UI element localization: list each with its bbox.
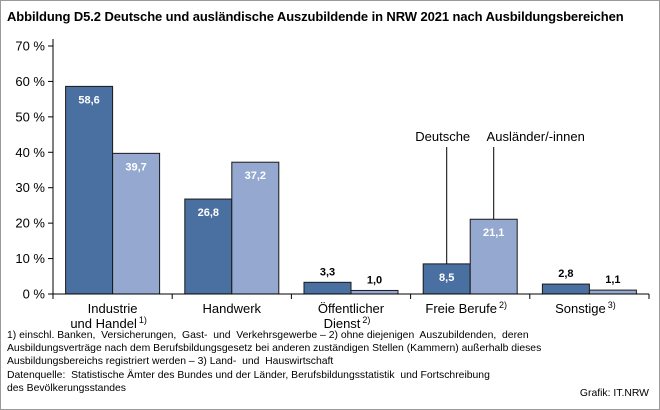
footnotes: 1) einschl. Banken, Versicherungen, Gast…	[7, 329, 567, 395]
bar-auslaender	[350, 289, 399, 295]
y-tick-label: 20 %	[15, 216, 45, 231]
footnote-line: Ausbildungsbereichs registriert werden –…	[7, 356, 334, 368]
footnote-line: 1) einschl. Banken, Versicherungen, Gast…	[7, 330, 529, 341]
bar-auslaender	[588, 289, 637, 295]
category-label: Industrie	[88, 301, 138, 316]
category-label: Handwerk	[203, 301, 262, 316]
y-tick-label: 10 %	[15, 251, 45, 266]
category-label: Dienst 2)	[324, 315, 371, 331]
data-label: 8,5	[439, 272, 454, 284]
graphic-credit: Grafik: IT.NRW	[579, 388, 649, 399]
legend-label-auslaender: Ausländer/-innen	[487, 129, 585, 144]
y-tick-label: 0 %	[23, 287, 46, 302]
footnote-line: Ausbildungsverträge nach dem Berufsbildu…	[7, 343, 542, 355]
category-label: Freie Berufe 2)	[425, 300, 507, 316]
bar-chart: 0 % 10 % 20 % 30 % 40 % 50 % 60 % 70 % 58,6 39,7 2…	[15, 39, 650, 331]
data-label: 58,6	[78, 94, 99, 106]
data-label: 37,2	[245, 170, 266, 182]
data-label: 1,1	[605, 274, 620, 286]
footnote-line: des Bevölkerungsstandes	[7, 382, 126, 394]
category-label: Öffentlicher	[318, 301, 385, 316]
y-tick-label: 60 %	[15, 74, 45, 89]
legend-label-deutsche: Deutsche	[415, 129, 470, 144]
bar-deutsche	[541, 283, 590, 295]
y-tick-label: 50 %	[15, 109, 45, 124]
data-label: 26,8	[198, 207, 219, 219]
category-label: und Handel 1)	[70, 315, 147, 331]
data-label: 21,1	[483, 227, 504, 239]
data-label: 3,3	[320, 266, 335, 278]
data-label: 1,0	[367, 274, 382, 286]
bar-auslaender	[469, 218, 518, 295]
bar-deutsche	[303, 281, 352, 295]
bar-auslaender	[112, 152, 161, 295]
bar-deutsche	[65, 85, 114, 295]
bar-auslaender	[231, 161, 280, 295]
chart-title: Abbildung D5.2 Deutsche und ausländische…	[7, 9, 624, 24]
y-tick-label: 30 %	[15, 180, 45, 195]
y-tick-label: 40 %	[15, 145, 45, 160]
data-label: 2,8	[558, 268, 573, 280]
category-label: Sonstige 3)	[555, 300, 616, 316]
footnote-line: Datenquelle: Statistische Ämter des Bund…	[7, 369, 490, 381]
data-label: 39,7	[125, 161, 146, 173]
y-tick-label: 70 %	[15, 39, 45, 54]
